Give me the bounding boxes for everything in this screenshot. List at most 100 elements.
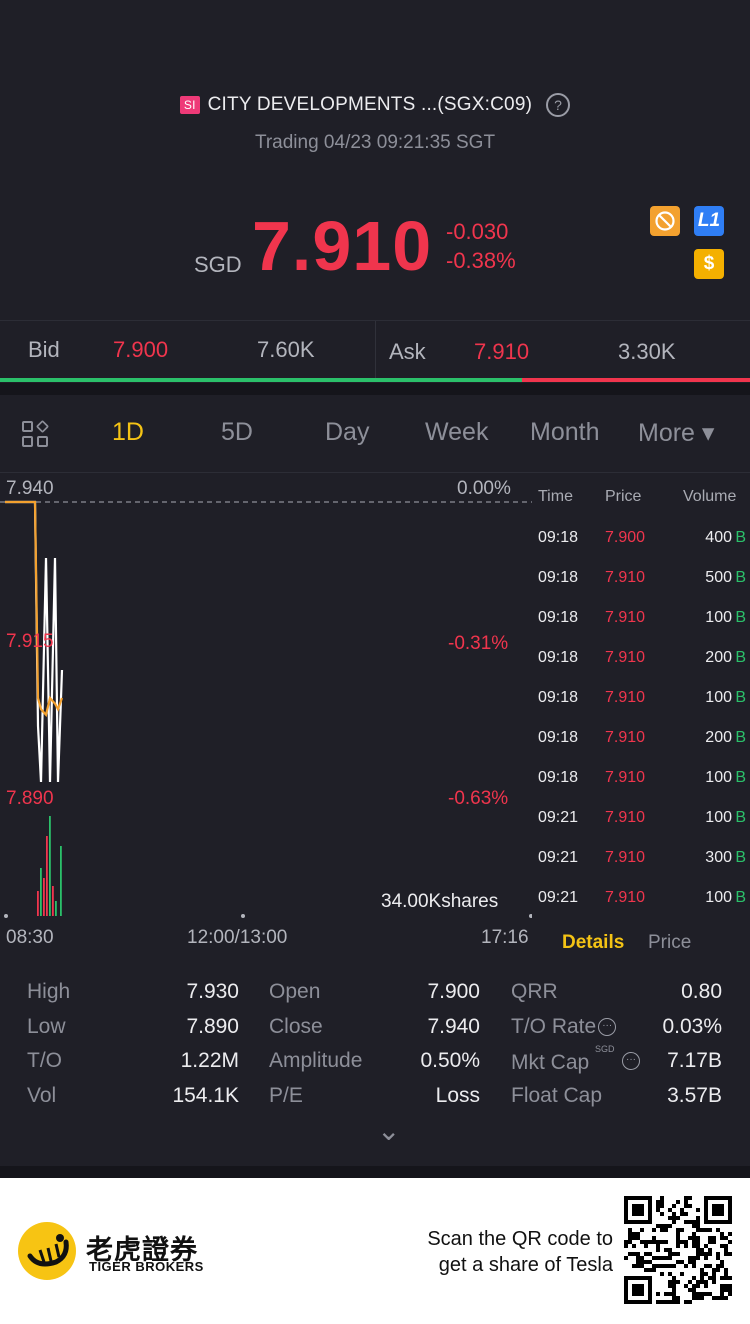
stock-title-row[interactable]: SI CITY DEVELOPMENTS ...(SGX:C09) ?	[0, 93, 750, 117]
qr-module	[724, 1284, 728, 1288]
price-tab-button[interactable]: Price	[648, 932, 692, 953]
volume-bar	[60, 846, 62, 916]
qr-module	[664, 1300, 668, 1304]
time-and-sales[interactable]: Time Price Volume 09:18 7.900 400 B 09:18 7.9…	[532, 474, 750, 954]
qr-module	[672, 1284, 676, 1288]
tick-price: 7.910	[605, 729, 646, 746]
no-short-icon[interactable]	[650, 206, 680, 236]
axis-low-pct: -0.63%	[448, 788, 509, 809]
qr-module	[720, 1276, 724, 1280]
chart-layout-icon[interactable]	[22, 419, 50, 449]
qr-module	[692, 1220, 696, 1224]
info-icon[interactable]: ···	[622, 1052, 640, 1070]
stat-to-rate-label[interactable]: T/O Rate ···	[511, 1015, 617, 1039]
tab-more[interactable]: More ▾	[638, 419, 715, 447]
qr-module	[696, 1240, 700, 1244]
qr-module	[668, 1224, 672, 1228]
qr-module	[696, 1220, 700, 1224]
qr-module	[716, 1268, 720, 1272]
qr-module	[628, 1232, 632, 1236]
qr-module	[644, 1244, 648, 1248]
qr-module	[672, 1212, 676, 1216]
qr-module	[692, 1244, 696, 1248]
qr-module	[660, 1240, 664, 1244]
qr-module	[644, 1252, 648, 1256]
qr-module	[700, 1228, 704, 1232]
tab-month[interactable]: Month	[530, 418, 600, 446]
qr-module	[728, 1292, 732, 1296]
qr-module	[724, 1248, 728, 1252]
qr-module	[692, 1288, 696, 1292]
qr-code-icon[interactable]	[624, 1196, 732, 1304]
qr-module	[696, 1216, 700, 1220]
volume-bar	[37, 891, 39, 916]
bid-strength-bar	[0, 378, 522, 382]
tick-price: 7.910	[605, 889, 646, 906]
qr-module	[656, 1200, 660, 1204]
expand-chevron-icon[interactable]: ⌄	[377, 1115, 401, 1146]
qr-module	[704, 1252, 708, 1256]
qr-module	[704, 1292, 708, 1296]
qr-module	[672, 1288, 676, 1292]
qr-module	[660, 1196, 664, 1200]
qr-module	[724, 1276, 728, 1280]
tick-time: 09:18	[538, 769, 579, 786]
tab-week[interactable]: Week	[425, 418, 489, 446]
qr-module	[628, 1236, 632, 1240]
intraday-chart[interactable]: 7.940 0.00% 7.915 -0.31% 7.890 -0.63% 34…	[0, 474, 533, 954]
qr-module	[720, 1260, 724, 1264]
stat-close-label: Close	[269, 1015, 323, 1038]
qr-module	[720, 1232, 724, 1236]
stat-low-value: 7.890	[186, 1015, 239, 1038]
tab-5d[interactable]: 5D	[221, 418, 253, 446]
stat-to-rate-value: 0.03%	[662, 1015, 722, 1038]
qr-module	[696, 1228, 700, 1232]
tick-time: 09:18	[538, 569, 579, 586]
tab-1d[interactable]: 1D	[112, 418, 144, 446]
help-icon[interactable]: ?	[546, 93, 571, 117]
axis-mid-pct: -0.31%	[448, 633, 509, 654]
price-change: -0.030 -0.38%	[446, 217, 516, 275]
info-icon[interactable]: ···	[598, 1018, 617, 1037]
qr-module	[676, 1300, 680, 1304]
stat-vol-label: Vol	[27, 1084, 57, 1107]
qr-module	[672, 1264, 676, 1268]
tick-side: B	[735, 529, 746, 546]
tab-day[interactable]: Day	[325, 418, 370, 446]
axis-mid-price: 7.915	[6, 631, 54, 652]
qr-module	[660, 1272, 664, 1276]
qr-module	[656, 1248, 660, 1252]
details-button[interactable]: Details	[562, 932, 625, 953]
qr-module	[680, 1208, 684, 1212]
stat-mktcap-label[interactable]: Mkt Cap	[511, 1051, 590, 1074]
qr-module	[720, 1292, 724, 1296]
tick-volume: 200	[705, 729, 732, 746]
qr-module	[672, 1220, 676, 1224]
stat-low-label: Low	[27, 1015, 66, 1038]
qr-module	[712, 1296, 716, 1300]
ask-label: Ask	[389, 339, 426, 364]
qr-module	[720, 1264, 724, 1268]
quote-header: SI CITY DEVELOPMENTS ...(SGX:C09) ? Trad…	[0, 0, 750, 320]
qr-module	[656, 1300, 660, 1304]
qr-module	[672, 1252, 676, 1256]
qr-module	[704, 1256, 708, 1260]
qr-module	[672, 1280, 676, 1284]
qr-module	[668, 1292, 672, 1296]
stat-close-value: 7.940	[427, 1015, 480, 1038]
level1-icon[interactable]: L1	[694, 206, 724, 236]
qr-module	[692, 1256, 696, 1260]
qr-module	[700, 1272, 704, 1276]
qr-module	[728, 1284, 732, 1288]
qr-module	[692, 1292, 696, 1296]
qr-module	[648, 1240, 652, 1244]
qr-module	[700, 1276, 704, 1280]
dollar-icon[interactable]: $	[694, 249, 724, 279]
qr-module	[636, 1256, 640, 1260]
promo-footer[interactable]: 老虎證券 TIGER BROKERS Scan the QR code to g…	[0, 1178, 750, 1324]
tick-price: 7.910	[605, 849, 646, 866]
qr-module	[664, 1240, 668, 1244]
qr-module	[716, 1296, 720, 1300]
tick-row: 09:18 7.910 100 B	[532, 689, 750, 729]
qr-module	[636, 1264, 640, 1268]
